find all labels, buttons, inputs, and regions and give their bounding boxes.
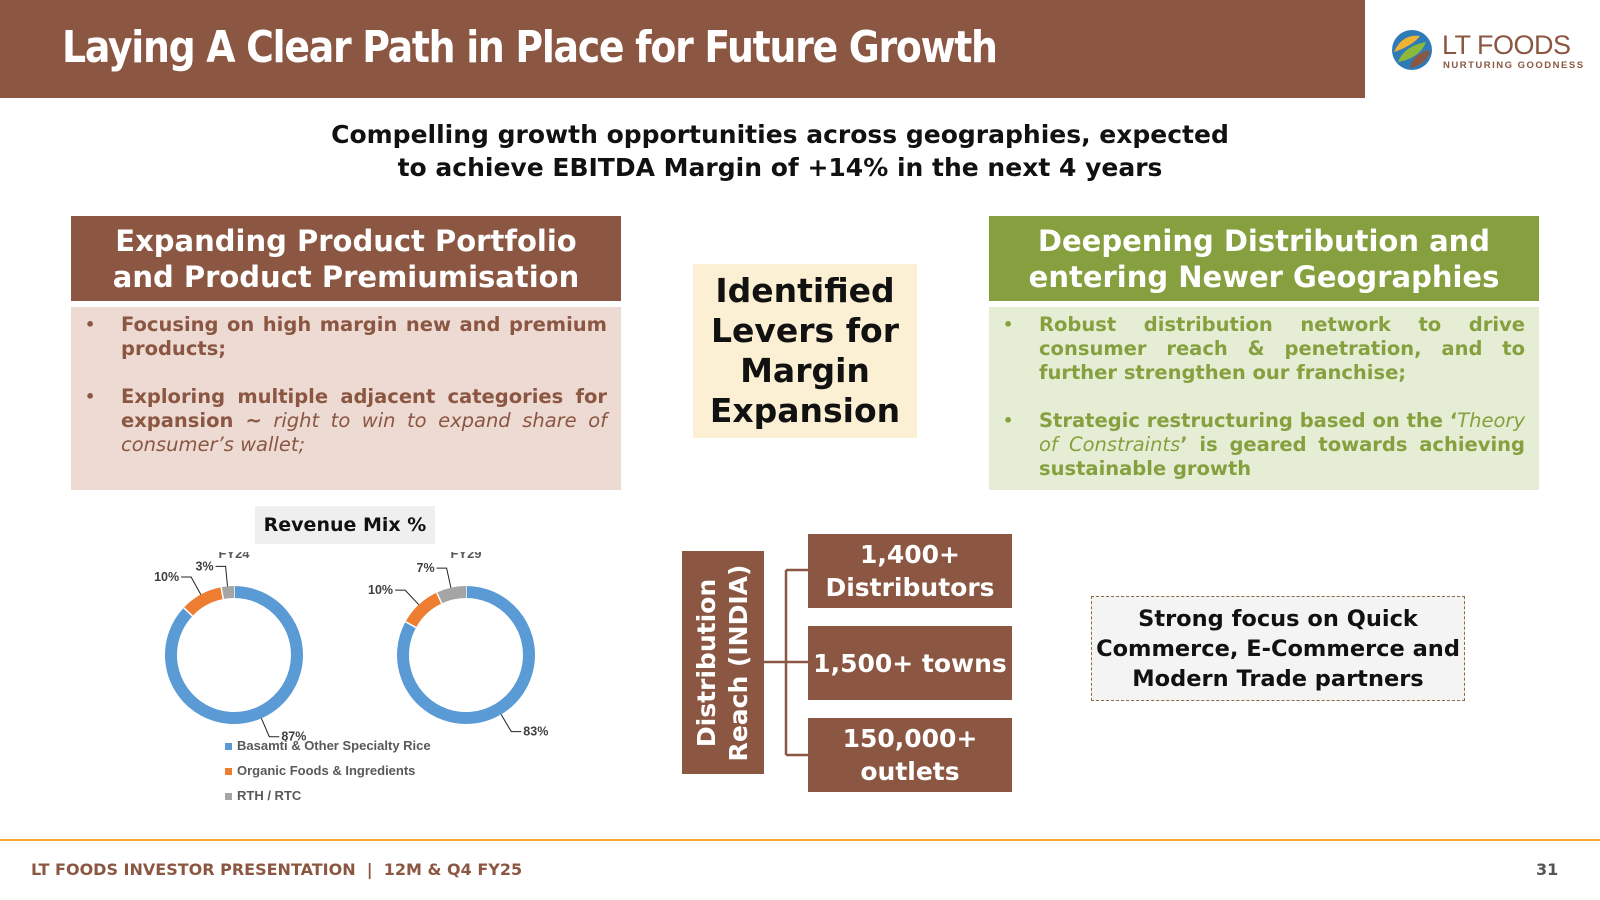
product-portfolio-heading: Expanding Product Portfolio and Product … xyxy=(71,216,621,301)
bullet-text: Strategic restructuring based on the ‘ xyxy=(1039,409,1458,432)
leaf-logo-icon xyxy=(1392,30,1432,70)
bracket-connector xyxy=(764,568,808,757)
outlets-box: 150,000+ outlets xyxy=(808,718,1012,792)
footer-text: LT FOODS INVESTOR PRESENTATION | 12M & Q… xyxy=(31,860,523,879)
data-label: 3% xyxy=(196,559,214,573)
company-logo: LT FOODS NURTURING GOODNESS xyxy=(1390,28,1583,76)
footer-divider xyxy=(0,839,1600,841)
data-label-leader xyxy=(436,567,452,588)
segment-separator xyxy=(405,621,417,629)
donut-segment xyxy=(165,586,303,724)
logo-tagline: NURTURING GOODNESS xyxy=(1443,60,1585,71)
donut-segment xyxy=(436,586,467,604)
subtitle-line-1: Compelling growth opportunities across g… xyxy=(331,120,1229,149)
levers-box: Identified Levers for Margin Expansion xyxy=(693,264,917,438)
donut-segment xyxy=(397,586,535,724)
donut-segment xyxy=(183,587,224,617)
segment-separator xyxy=(220,587,225,600)
legend-swatch xyxy=(225,743,232,750)
segment-separator xyxy=(435,592,443,604)
quick-commerce-text: Strong focus on Quick Commerce, E-Commer… xyxy=(1096,605,1460,692)
quick-commerce-box: Strong focus on Quick Commerce, E-Commer… xyxy=(1091,596,1465,701)
slide-title: Laying A Clear Path in Place for Future … xyxy=(62,22,998,73)
data-label: 7% xyxy=(417,561,435,575)
donut-segment xyxy=(221,586,235,600)
bullet-item: Strategic restructuring based on the ‘Th… xyxy=(1003,409,1525,481)
legend-swatch xyxy=(225,793,232,800)
distributors-box: 1,400+ Distributors xyxy=(808,534,1012,608)
bullet-text: Robust distribution network to drive con… xyxy=(1039,313,1525,384)
data-label: 83% xyxy=(523,725,548,739)
revenue-mix-charts: FY24 87% 10% 3% FY29 83% 10% 7% Basamti & Other … xyxy=(154,552,548,803)
data-label-leader xyxy=(260,718,280,738)
revenue-mix-label: Revenue Mix % xyxy=(255,506,435,544)
distribution-body: Robust distribution network to drive con… xyxy=(989,307,1539,490)
bullet-italic-text: right to win to expand share of consumer… xyxy=(121,409,607,456)
distribution-reach-text: Distribution Reach (INDIA) xyxy=(692,564,753,761)
distribution-heading: Deepening Distribution and entering Newe… xyxy=(989,216,1539,301)
chart-title: FY24 xyxy=(218,552,250,561)
data-label: 10% xyxy=(154,570,179,584)
donut-segment xyxy=(405,592,442,628)
bullet-item: Focusing on high margin new and premium … xyxy=(85,313,607,361)
data-label: 87% xyxy=(281,730,306,744)
logo-wordmark: LT FOODS xyxy=(1442,30,1571,60)
levers-text: Identified Levers for Margin Expansion xyxy=(709,271,901,430)
chart-title: FY29 xyxy=(450,552,481,561)
legend-label: RTH / RTC xyxy=(237,788,302,803)
data-label-leader xyxy=(181,576,202,595)
towns-box: 1,500+ towns xyxy=(808,626,1012,700)
data-label-leader xyxy=(215,565,228,587)
bullet-text: Focusing on high margin new and premium … xyxy=(121,313,607,360)
legend-swatch xyxy=(225,768,232,775)
legend-label: Organic Foods & Ingredients xyxy=(237,763,415,778)
distribution-reach-label: Distribution Reach (INDIA) xyxy=(682,551,764,774)
data-label-leader xyxy=(500,714,522,733)
subtitle-line-2: to achieve EBITDA Margin of +14% in the … xyxy=(397,153,1163,182)
bullet-item: Exploring multiple adjacent categories f… xyxy=(85,385,607,457)
bullet-text: ’ is geared towards achieving sustainabl… xyxy=(1039,433,1525,480)
legend-label: Basamti & Other Specialty Rice xyxy=(237,738,431,753)
product-portfolio-body: Focusing on high margin new and premium … xyxy=(71,307,621,490)
data-label-leader xyxy=(395,589,420,606)
title-bar: Laying A Clear Path in Place for Future … xyxy=(0,0,1365,98)
data-label: 10% xyxy=(368,583,393,597)
bullet-text: Exploring multiple adjacent categories f… xyxy=(121,385,607,432)
bullet-item: Robust distribution network to drive con… xyxy=(1003,313,1525,385)
bullet-italic-text: Theory of Constraints xyxy=(1039,409,1525,456)
slide-subtitle: Compelling growth opportunities across g… xyxy=(300,118,1260,184)
segment-separator xyxy=(183,607,193,617)
page-number: 31 xyxy=(1536,860,1559,879)
